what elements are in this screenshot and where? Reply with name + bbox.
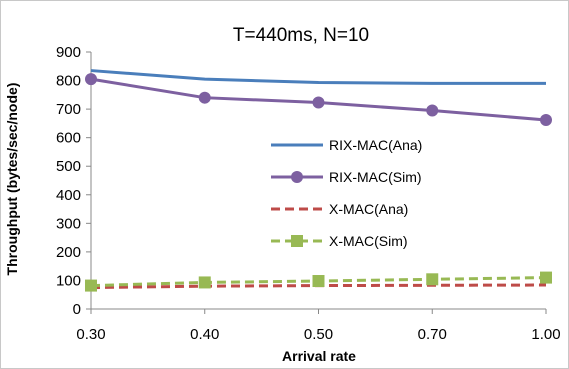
y-tick-label: 0 [73, 301, 81, 318]
chart-title: T=440ms, N=10 [233, 25, 369, 46]
legend-marker [291, 235, 303, 247]
legend-label: X-MAC(Sim) [329, 233, 408, 249]
data-point [85, 279, 97, 292]
x-axis-title: Arrival rate [282, 348, 356, 364]
legend-label: RIX-MAC(Ana) [329, 137, 422, 153]
data-point [312, 275, 325, 288]
legend-item: X-MAC(Sim) [271, 233, 408, 249]
series-RIX-MAC(Ana) [90, 69, 546, 85]
x-tick-label: 0.70 [418, 326, 447, 343]
data-point [426, 104, 439, 117]
data-point [312, 96, 325, 109]
series-X-MAC(Sim) [85, 271, 552, 292]
x-tick-label: 0.30 [76, 326, 105, 343]
y-tick-label: 400 [56, 187, 81, 204]
data-point [198, 91, 211, 104]
data-point [85, 73, 97, 86]
legend-marker [291, 171, 303, 183]
series-line [90, 69, 546, 85]
x-tick-label: 0.40 [190, 326, 219, 343]
y-tick-label: 800 [56, 73, 81, 90]
y-tick-label: 600 [56, 130, 81, 147]
y-tick-label: 900 [56, 44, 81, 61]
y-tick-label: 200 [56, 244, 81, 261]
y-tick-label: 100 [56, 272, 81, 289]
data-point [540, 113, 552, 126]
legend: RIX-MAC(Ana) RIX-MAC(Sim) X-MAC(Ana) X-MAC(… [271, 137, 422, 249]
series-RIX-MAC(Sim) [85, 73, 552, 126]
x-tick-label: 1.00 [531, 326, 560, 343]
legend-label: X-MAC(Ana) [329, 201, 408, 217]
y-axis-title: Throughput (bytes/sec/node) [4, 83, 20, 276]
data-point [198, 276, 211, 289]
legend-item: X-MAC(Ana) [271, 201, 408, 217]
x-tick-label: 0.50 [304, 326, 333, 343]
y-tick-label: 500 [56, 158, 81, 175]
legend-item: RIX-MAC(Sim) [271, 169, 422, 185]
data-point [540, 271, 552, 284]
axes: 0 100 200 300 400 500 600 700 800 900 0.30 0.40 0.50… [56, 44, 561, 343]
legend-label: RIX-MAC(Sim) [329, 169, 422, 185]
data-point [426, 273, 439, 286]
y-tick-label: 300 [56, 215, 81, 232]
legend-item: RIX-MAC(Ana) [271, 137, 422, 153]
y-tick-label: 700 [56, 101, 81, 118]
series-layer [85, 69, 552, 292]
